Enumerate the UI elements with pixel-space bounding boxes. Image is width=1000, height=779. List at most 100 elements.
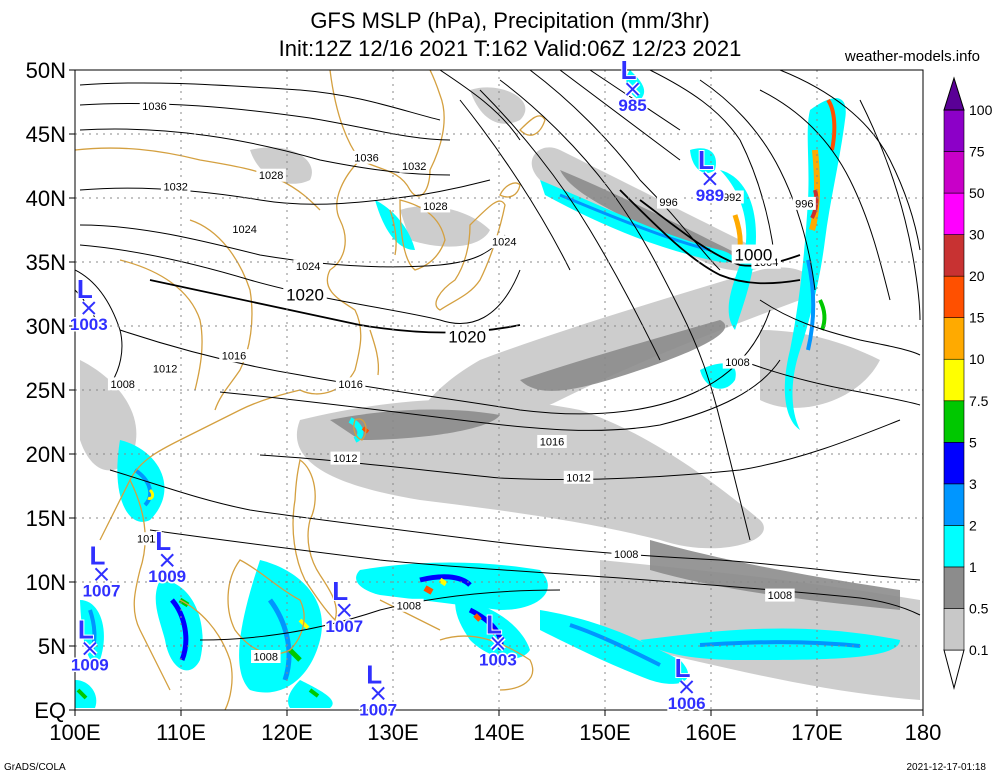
lon-tick-label: 130E <box>367 720 418 745</box>
isobar-label: 1000 <box>734 246 772 265</box>
isobar-label: 1008 <box>397 600 421 612</box>
lon-tick-label: 120E <box>261 720 312 745</box>
low-x-mark <box>337 603 351 617</box>
isobar-label-bg <box>251 650 281 663</box>
isobar-label-bg <box>720 190 744 204</box>
colorbar-label: 75 <box>969 144 985 160</box>
colorbar-bin <box>943 566 965 609</box>
colorbar-label: 100 <box>969 102 993 118</box>
lon-tick-label: 150E <box>579 720 630 745</box>
isobar-label: 1020 <box>286 285 324 304</box>
colorbar-bin <box>943 234 965 277</box>
lat-tick-label: 15N <box>26 506 66 531</box>
isobar-label-bg <box>611 547 641 561</box>
isobar-label-bg <box>399 159 429 173</box>
low-x-mark <box>160 553 174 567</box>
lat-tick-label: 40N <box>26 186 66 211</box>
low-center: L 1007 <box>81 539 122 602</box>
lat-tick-label: 25N <box>26 378 66 403</box>
low-letter: L <box>486 609 502 639</box>
low-letter: L <box>675 653 691 683</box>
lat-tick-label: 30N <box>26 314 66 339</box>
latitude-axis: EQ 5N 10N 15N 20N 25N 30N 35N 40N 45N 50N <box>26 58 75 723</box>
lat-tick-label: 10N <box>26 570 66 595</box>
lat-tick-label: 50N <box>26 58 66 83</box>
precip-colorbar: 0.1 0.5 1 2 3 5 7.5 10 15 20 30 50 75 100 <box>943 76 993 690</box>
isobar-label-bg <box>563 470 594 484</box>
isobar-label-bg <box>139 99 170 113</box>
isobar-label-bg <box>792 196 816 210</box>
low-center: L 989 <box>694 144 725 207</box>
isobar-label: 1016 <box>222 351 246 363</box>
credit-right: 2021-12-17-01:18 <box>906 762 986 773</box>
low-x-mark <box>94 567 109 582</box>
isobar-label-bg <box>657 195 681 209</box>
isobar-label-bg <box>445 326 489 346</box>
colorbar-bin <box>943 483 965 526</box>
credit-left: GrADS/COLA <box>4 762 66 773</box>
isobar-label: 1032 <box>163 182 187 194</box>
isobar-label-bg <box>229 222 260 236</box>
isobar-label: 1008 <box>725 357 749 369</box>
colorbar-label: 15 <box>969 310 985 326</box>
colorbar-bin-lowest <box>943 649 965 690</box>
isobar-label: 1032 <box>402 161 426 173</box>
low-value: 1003 <box>479 650 517 669</box>
isobar-label-bg <box>765 588 795 602</box>
colorbar-label: 10 <box>969 351 985 367</box>
isobar-label-bg <box>107 377 138 391</box>
isobar-label: 1028 <box>259 170 283 182</box>
isobar-label-bg <box>420 199 451 213</box>
longitude-axis: 100E 110E 120E 130E 140E 150E 160E 170E 180 <box>49 710 941 745</box>
isobar-label-bg <box>150 362 180 375</box>
colorbar-bin <box>943 109 965 152</box>
colorbar-label: 3 <box>969 476 977 492</box>
low-value: 1009 <box>71 656 109 675</box>
lon-tick-label: 180 <box>905 720 942 745</box>
isobar-label: 1012 <box>153 363 177 375</box>
isobar-label: 996 <box>795 198 813 210</box>
lat-tick-label: 20N <box>26 442 66 467</box>
low-letter: L <box>155 526 171 556</box>
isobar-label: 992 <box>723 192 741 204</box>
lon-tick-label: 110E <box>156 720 206 745</box>
low-x-mark <box>82 301 96 315</box>
low-center: L 1009 <box>147 525 188 588</box>
colorbar-bin <box>943 525 965 568</box>
low-center: L 1007 <box>358 658 399 721</box>
low-x-mark <box>371 686 385 701</box>
low-center: L 985 <box>617 54 648 117</box>
low-letter: L <box>77 274 93 304</box>
isobar-label-bg <box>283 284 327 304</box>
low-value: 1007 <box>359 700 397 719</box>
colorbar-bin <box>943 608 965 651</box>
isobar-label: 1008 <box>254 651 278 663</box>
colorbar-bin <box>943 192 965 235</box>
isobar-labels: 1036 1036 1032 1032 1028 1028 1024 1024 1024 1020… <box>107 99 816 663</box>
low-value: 1003 <box>70 315 108 334</box>
lat-tick-label: 35N <box>26 250 66 275</box>
low-letter: L <box>366 659 382 689</box>
low-center: L 1003 <box>68 273 109 336</box>
colorbar-bin <box>943 317 965 360</box>
precip-heavy-layer <box>75 70 900 708</box>
isobar-label: 1020 <box>448 328 486 347</box>
colorbar-bin <box>943 442 965 485</box>
isobar-label-bg <box>293 259 323 273</box>
gridlines <box>75 70 923 710</box>
low-letter: L <box>698 145 714 175</box>
isobar-label: 1036 <box>142 101 166 113</box>
low-letter: L <box>621 55 637 85</box>
precip-moderate-layer <box>134 170 900 610</box>
isobar-label-bg <box>731 244 776 264</box>
isobar-label: 1008 <box>614 549 638 561</box>
isobar-label: 1012 <box>333 453 357 465</box>
colorbar-label: 30 <box>969 227 985 243</box>
chart-subtitle: Init:12Z 12/16 2021 T:162 Valid:06Z 12/2… <box>278 36 742 61</box>
low-letter: L <box>332 576 348 606</box>
lat-tick-label: 5N <box>38 634 66 659</box>
colorbar-label: 1 <box>969 559 977 575</box>
lon-tick-label: 170E <box>791 720 842 745</box>
colorbar-label: 0.1 <box>969 642 989 658</box>
